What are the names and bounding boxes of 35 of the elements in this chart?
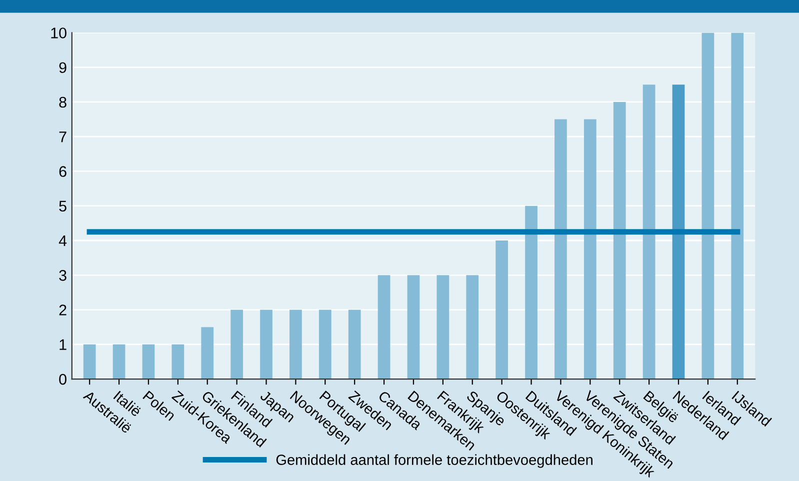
y-tick-label: 6 <box>59 166 66 177</box>
bar <box>554 119 567 380</box>
y-tick-label: 1 <box>60 339 66 350</box>
bar <box>378 275 390 380</box>
bar <box>290 310 302 380</box>
y-tick-label: 8 <box>59 96 66 108</box>
y-tick-label: 0 <box>59 374 66 385</box>
bar <box>731 32 744 380</box>
bar <box>201 327 214 380</box>
bar <box>260 310 272 380</box>
bar <box>407 275 420 380</box>
bar <box>525 206 538 380</box>
bar <box>436 275 450 380</box>
bar <box>318 310 332 380</box>
y-tick-label: 10 <box>51 28 66 38</box>
y-tick-label: 9 <box>59 62 66 74</box>
bar <box>496 240 508 380</box>
bar <box>172 344 184 380</box>
bar <box>142 344 155 380</box>
bar <box>348 310 361 380</box>
y-tick-label: 7 <box>59 132 66 142</box>
bar <box>466 275 479 380</box>
bar <box>112 344 126 380</box>
y-tick-label: 5 <box>59 200 66 212</box>
y-tick-label: 2 <box>59 304 66 316</box>
y-tick-label: 3 <box>59 270 66 281</box>
bar <box>613 102 626 380</box>
bar <box>584 119 596 380</box>
legend-label: Gemiddeld aantal formele toezichtbevoegdheden <box>276 454 592 468</box>
bar <box>672 84 685 380</box>
bar <box>230 310 243 380</box>
bar <box>702 32 714 380</box>
bar <box>642 84 656 380</box>
y-tick-label: 4 <box>58 236 67 246</box>
bar <box>83 344 96 380</box>
